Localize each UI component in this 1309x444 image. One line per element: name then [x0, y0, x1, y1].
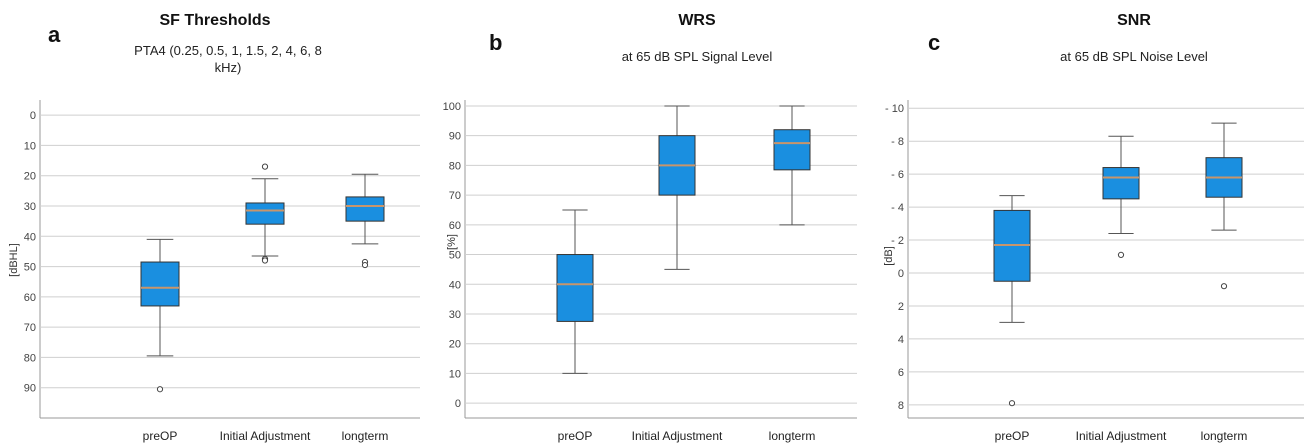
- y-tick-label: - 10: [885, 103, 904, 115]
- y-tick-label: 50: [449, 250, 461, 262]
- y-tick-label: 60: [449, 220, 461, 232]
- chart-subtitle: at 65 dB SPL Signal Level: [621, 49, 773, 64]
- box: [245, 202, 285, 225]
- x-tick-label: longterm: [1201, 429, 1248, 443]
- x-tick-label: preOP: [558, 429, 593, 443]
- y-tick-label: - 4: [891, 202, 904, 214]
- y-tick-label: 50: [24, 262, 36, 274]
- y-tick-label: - 2: [891, 235, 904, 247]
- x-tick-label: Initial Adjustment: [220, 429, 311, 443]
- outlier-point: [1220, 283, 1228, 290]
- x-tick-label: longterm: [769, 429, 816, 443]
- outlier-point: [156, 386, 164, 393]
- y-tick-label: - 6: [891, 169, 904, 181]
- chart-panel-a: a SF Thresholds PTA4 (0.25, 0.5, 1, 1.5,…: [0, 0, 435, 444]
- chart-subtitle: at 65 dB SPL Noise Level: [1060, 49, 1208, 64]
- x-tick-label: preOP: [995, 429, 1030, 443]
- outlier-point: [361, 261, 369, 269]
- y-tick-label: 40: [24, 231, 36, 243]
- box: [140, 261, 180, 307]
- box: [556, 254, 594, 322]
- x-tick-label: Initial Adjustment: [1076, 429, 1167, 443]
- chart-panel-b: b WRS at 65 dB SPL Signal Level [%] 0 10 2…: [437, 0, 872, 444]
- panel-letter: b: [489, 30, 503, 55]
- outlier-point: [261, 163, 269, 170]
- box: [773, 129, 811, 171]
- y-tick-label: 90: [24, 383, 36, 395]
- y-tick-label: 8: [898, 400, 904, 412]
- y-tick-label: 0: [898, 268, 904, 280]
- chart-panel-c: c SNR at 65 dB SPL Noise Level [dB] - 10…: [874, 0, 1309, 444]
- y-tick-label: 40: [449, 279, 461, 291]
- outlier-point: [1008, 400, 1016, 407]
- y-tick-label: 70: [449, 190, 461, 202]
- y-tick-label: 0: [455, 398, 461, 410]
- outlier-point: [261, 257, 269, 264]
- plot-svg: - 10 - 8 - 6 - 4 - 2 0 2 4 6 8 preOP Initial Adjust…: [885, 100, 1304, 443]
- y-tick-label: 4: [898, 334, 904, 346]
- y-tick-label: 20: [24, 171, 36, 183]
- box: [345, 196, 385, 222]
- chart-title: SF Thresholds: [159, 12, 271, 29]
- y-tick-label: 30: [24, 201, 36, 213]
- y-tick-label: 20: [449, 339, 461, 351]
- chart-title: SNR: [1117, 12, 1151, 29]
- y-tick-label: 100: [443, 101, 461, 113]
- y-tick-label: 80: [449, 160, 461, 172]
- y-tick-label: - 8: [891, 136, 904, 148]
- panel-letter: a: [48, 22, 61, 47]
- y-tick-label: 90: [449, 131, 461, 143]
- panel-letter: c: [928, 30, 941, 55]
- plot-svg: 0 10 20 30 40 50 60 70 80 90 preOP Initial Adjustme…: [24, 100, 420, 443]
- y-tick-label: 10: [449, 368, 461, 380]
- box: [1102, 167, 1140, 200]
- y-tick-label: 80: [24, 352, 36, 364]
- x-tick-label: Initial Adjustment: [632, 429, 723, 443]
- y-tick-label: 70: [24, 322, 36, 334]
- y-tick-label: 30: [449, 309, 461, 321]
- x-tick-label: longterm: [342, 429, 389, 443]
- y-tick-label: 60: [24, 292, 36, 304]
- chart-title: WRS: [678, 12, 716, 29]
- y-tick-label: 10: [24, 140, 36, 152]
- plot-svg: 0 10 20 30 40 50 60 70 80 90 100 preOP Initial Adjus…: [443, 100, 857, 443]
- outlier-point: [1117, 251, 1125, 258]
- chart-subtitle: PTA4 (0.25, 0.5, 1, 1.5, 2, 4, 6, 8 kHz): [134, 43, 322, 75]
- y-tick-label: 0: [30, 110, 36, 122]
- y-tick-label: 2: [898, 301, 904, 313]
- x-tick-label: preOP: [143, 429, 178, 443]
- y-tick-label: 6: [898, 367, 904, 379]
